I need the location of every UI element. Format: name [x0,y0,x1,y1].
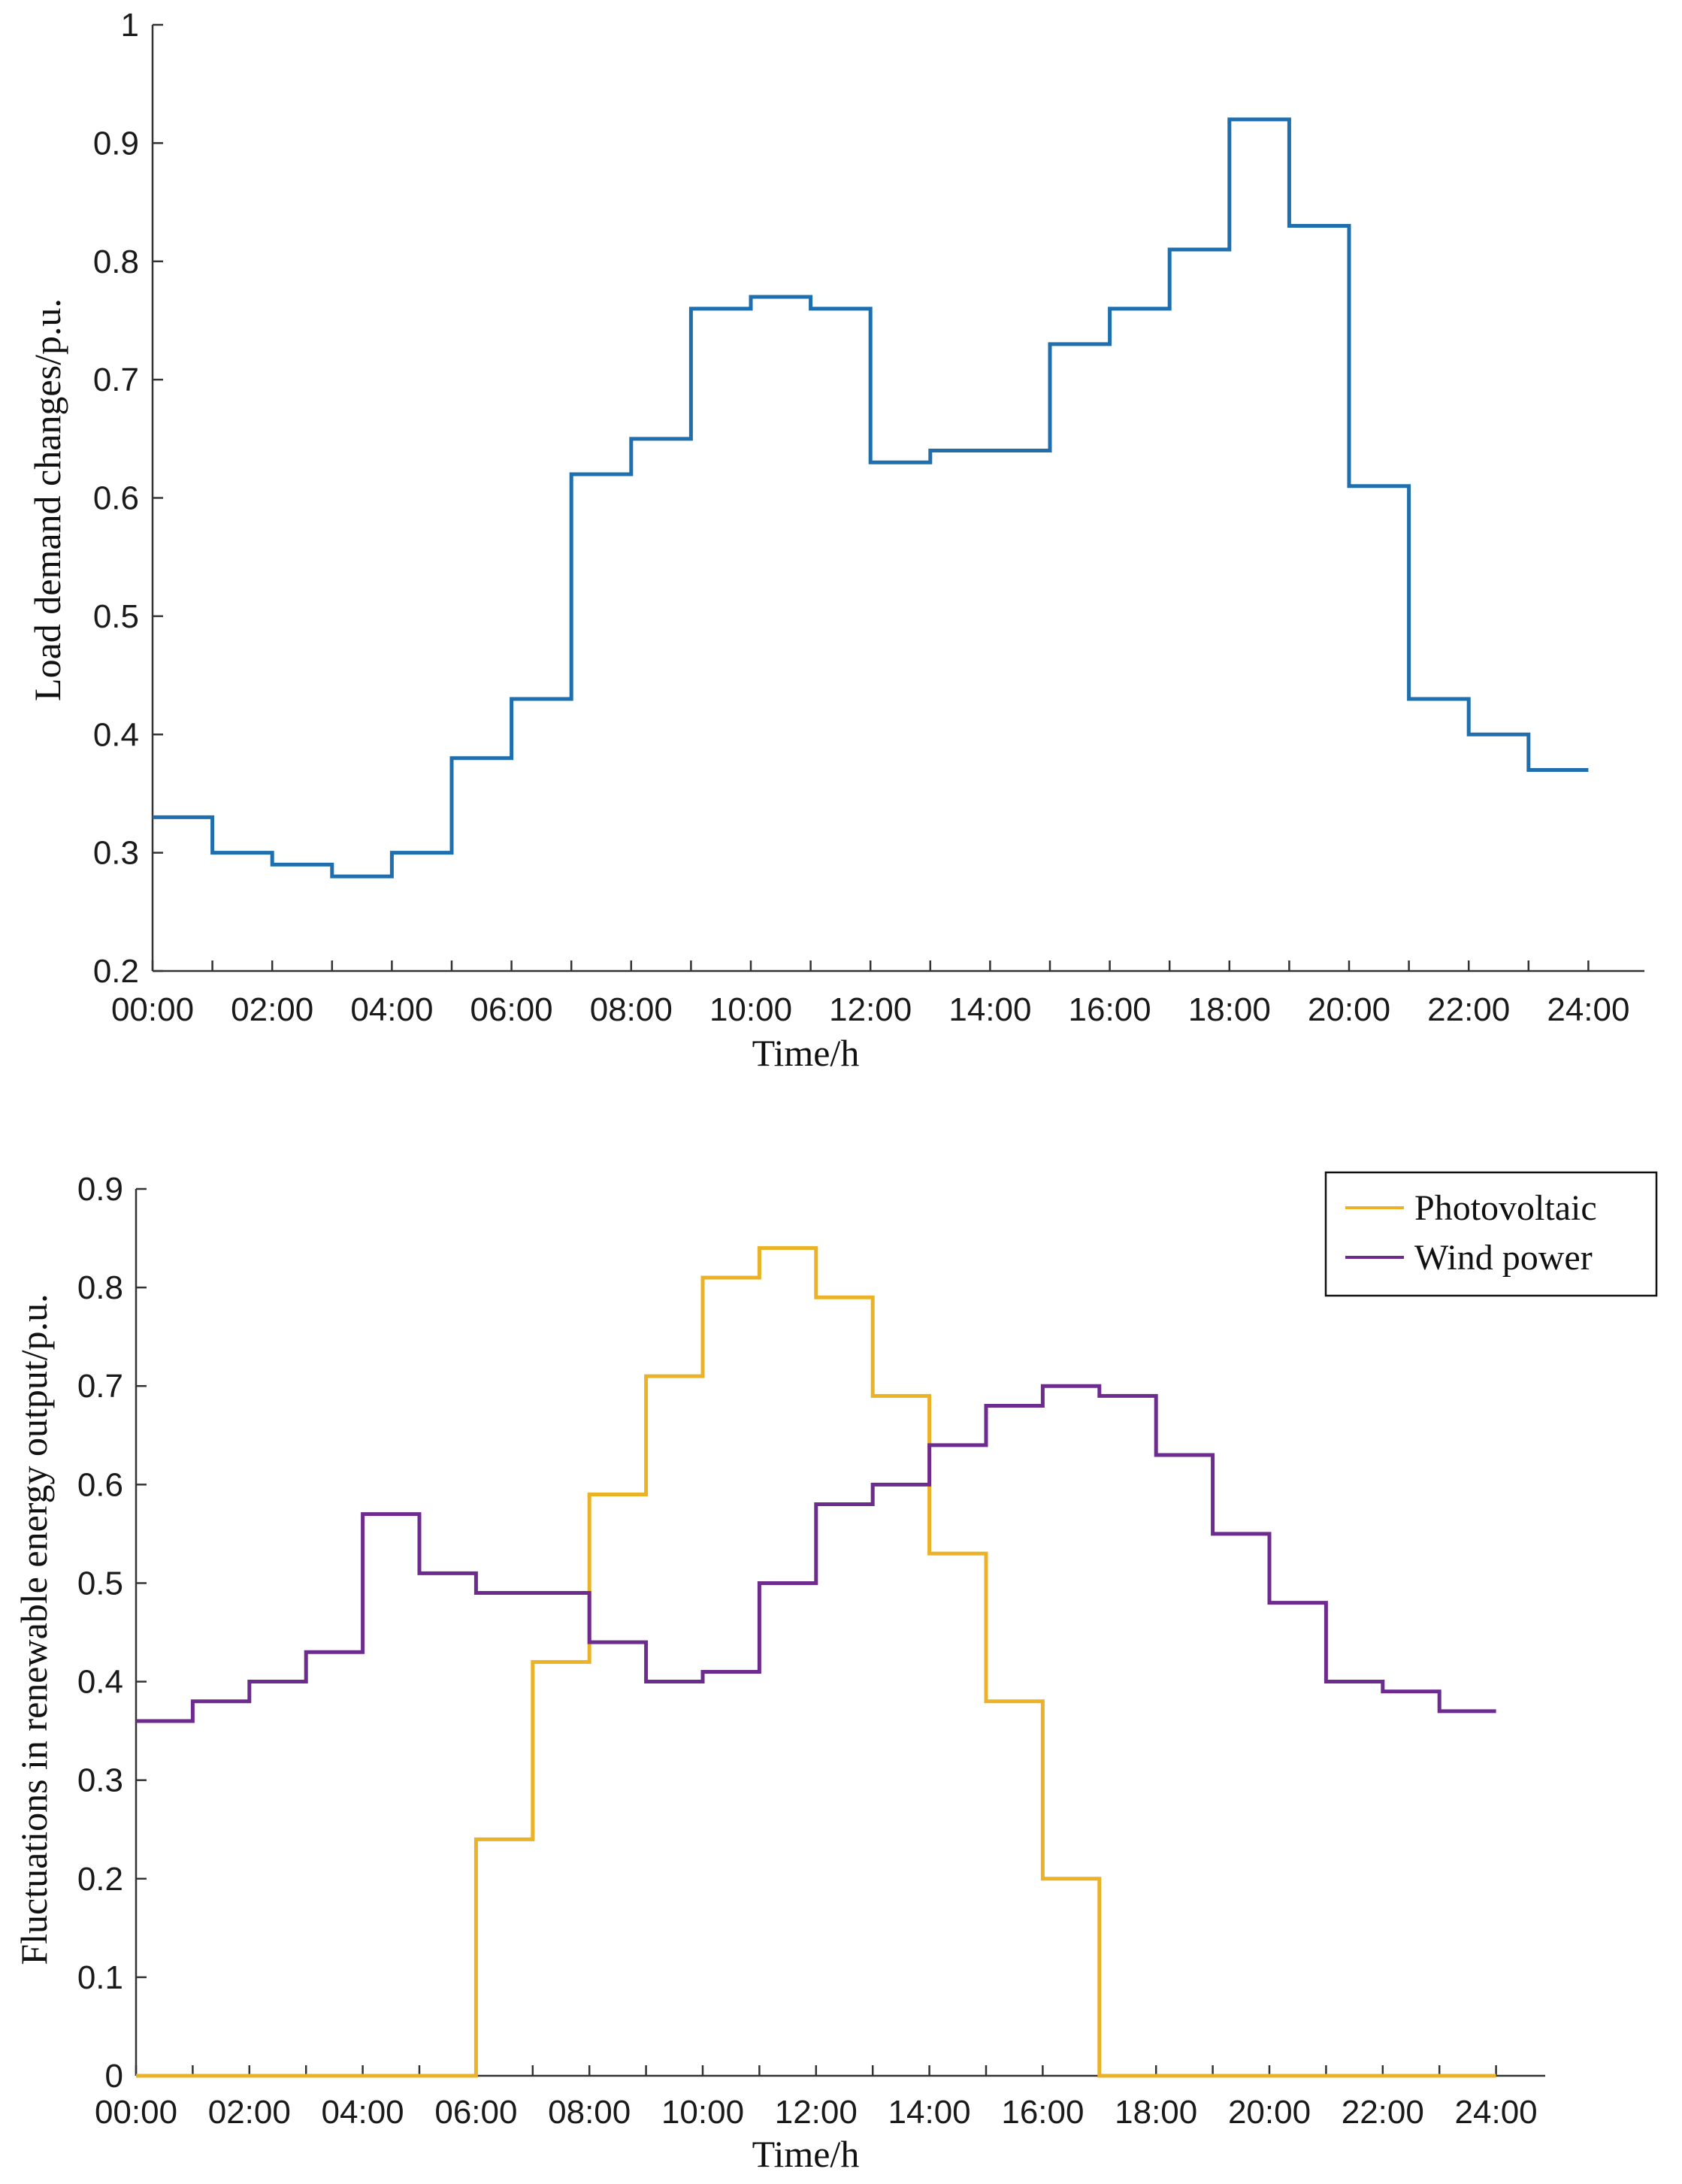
legend-box [1324,1171,1658,1297]
renewable-output-x-axis-title: Time/h [752,2133,860,2175]
x-tick-label: 22:00 [1427,991,1510,1028]
x-tick-label: 24:00 [1455,2094,1538,2131]
x-tick-label: 18:00 [1115,2094,1197,2131]
x-tick-label: 22:00 [1342,2094,1424,2131]
x-tick-label: 02:00 [208,2094,291,2131]
x-tick-label: 08:00 [590,991,673,1028]
x-tick-label: 00:00 [95,2094,177,2131]
x-tick-label: 20:00 [1228,2094,1311,2131]
y-tick-label: 0.5 [77,1565,123,1602]
x-tick-label: 16:00 [1001,2094,1084,2131]
x-tick-label: 08:00 [548,2094,631,2131]
y-tick-label: 0.7 [93,361,139,398]
series-line-load-demand [153,117,1589,879]
legend-label-wind-power: Wind power [1414,1238,1593,1278]
y-tick-label: 0.3 [93,835,139,872]
x-tick-label: 12:00 [775,2094,858,2131]
renewable-output-y-axis-title: Fluctuations in renewable energy output/… [13,1293,55,1965]
x-tick-label: 24:00 [1547,991,1629,1028]
y-tick-label: 0.1 [77,1959,123,1996]
x-tick-label: 12:00 [829,991,912,1028]
x-tick-label: 14:00 [888,2094,971,2131]
load-demand-x-axis-title: Time/h [752,1032,860,1074]
x-tick-label: 04:00 [322,2094,404,2131]
y-tick-label: 0.9 [77,1171,123,1208]
y-tick-label: 0.3 [77,1762,123,1799]
y-tick-label: 0.2 [93,953,139,990]
x-tick-label: 02:00 [231,991,313,1028]
y-tick-label: 0.6 [93,480,139,517]
y-tick-label: 0.6 [77,1466,123,1503]
y-tick-label: 0 [105,2058,123,2095]
load-demand-axes [151,25,1644,973]
y-tick-label: 0.2 [77,1861,123,1898]
load-demand-y-axis-title: Load demand changes/p.u. [26,298,68,701]
x-tick-label: 00:00 [111,991,194,1028]
legend-label-photovoltaic: Photovoltaic [1414,1188,1597,1228]
x-tick-label: 04:00 [350,991,433,1028]
x-tick-label: 20:00 [1308,991,1390,1028]
load-demand-ticks: 0.2 0.3 0.4 0.5 0.6 0.7 0.8 0.9 1 00:00 02:00 04:00… [93,7,1630,1028]
y-tick-label: 0.8 [77,1269,123,1306]
y-tick-label: 0.8 [93,244,139,280]
y-tick-label: 0.4 [77,1664,123,1701]
series-line-photovoltaic [136,1246,1496,2078]
renewable-output-legend: Photovoltaic Wind power [1324,1171,1658,1297]
x-tick-label: 10:00 [661,2094,744,2131]
renewable-output-ticks: 0 0.1 0.2 0.3 0.4 0.5 0.6 0.7 0.8 0.9 00:00 02:00 04… [77,1171,1538,2131]
y-tick-label: 0.7 [77,1368,123,1405]
x-tick-label: 10:00 [709,991,792,1028]
x-tick-label: 06:00 [470,991,553,1028]
load-demand-series [153,117,1589,879]
y-tick-label: 1 [121,7,139,44]
y-tick-label: 0.4 [93,716,139,753]
series-line-wind-power [136,1384,1496,1723]
y-tick-label: 0.9 [93,125,139,162]
y-tick-label: 0.5 [93,598,139,635]
load-demand-chart: 0.2 0.3 0.4 0.5 0.6 0.7 0.8 0.9 1 00:00 02:00 04:00… [26,7,1644,1074]
x-tick-label: 18:00 [1188,991,1271,1028]
x-tick-label: 16:00 [1069,991,1151,1028]
renewable-output-axes [135,1189,1545,2077]
renewable-output-series [136,1246,1496,2078]
x-tick-label: 06:00 [434,2094,517,2131]
x-tick-label: 14:00 [948,991,1031,1028]
renewable-output-chart: 0 0.1 0.2 0.3 0.4 0.5 0.6 0.7 0.8 0.9 00:00 02:00 04… [13,1171,1658,2175]
